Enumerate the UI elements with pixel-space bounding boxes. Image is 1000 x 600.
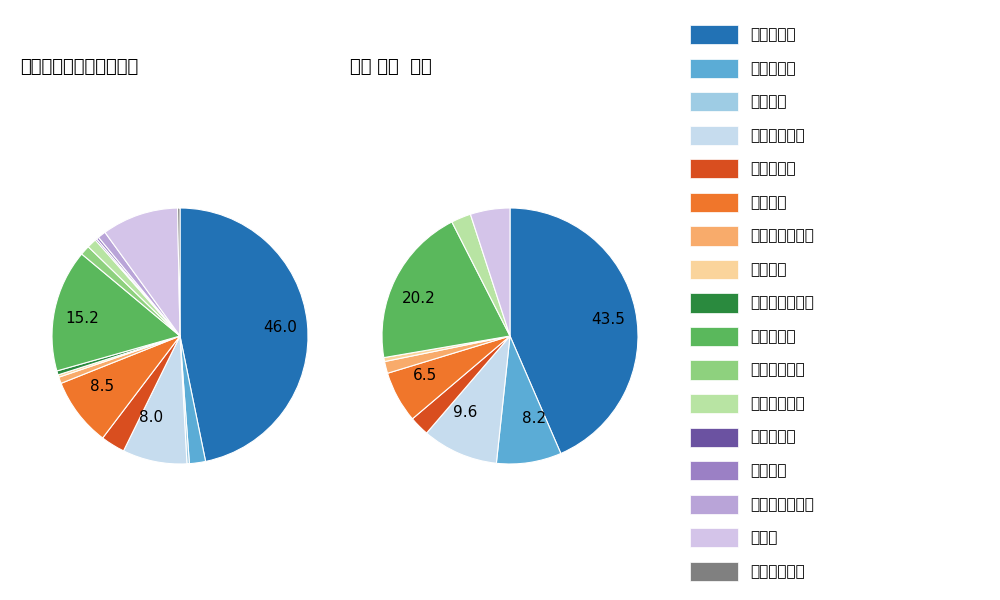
- Wedge shape: [103, 336, 180, 451]
- Wedge shape: [58, 336, 180, 377]
- FancyBboxPatch shape: [690, 461, 738, 480]
- Text: スプリット: スプリット: [750, 161, 796, 176]
- Wedge shape: [385, 336, 510, 373]
- FancyBboxPatch shape: [690, 361, 738, 380]
- Wedge shape: [98, 232, 180, 336]
- Text: 8.5: 8.5: [90, 379, 114, 394]
- Text: 20.2: 20.2: [402, 291, 436, 306]
- Wedge shape: [180, 336, 206, 464]
- FancyBboxPatch shape: [690, 193, 738, 212]
- Text: 縦スライダー: 縦スライダー: [750, 362, 805, 377]
- Wedge shape: [82, 247, 180, 336]
- Wedge shape: [470, 208, 510, 336]
- Text: ツーシーム: ツーシーム: [750, 61, 796, 76]
- Text: 15.2: 15.2: [65, 311, 99, 326]
- Wedge shape: [97, 238, 180, 336]
- FancyBboxPatch shape: [690, 394, 738, 413]
- Wedge shape: [105, 208, 180, 336]
- Wedge shape: [510, 208, 638, 454]
- Text: パ・リーグ全プレイヤー: パ・リーグ全プレイヤー: [20, 58, 138, 76]
- Wedge shape: [57, 336, 180, 375]
- FancyBboxPatch shape: [690, 59, 738, 78]
- Text: チェンジアップ: チェンジアップ: [750, 229, 814, 244]
- Text: スライダー: スライダー: [750, 329, 796, 344]
- FancyBboxPatch shape: [690, 159, 738, 178]
- Wedge shape: [88, 240, 180, 336]
- Text: 8.2: 8.2: [522, 411, 547, 426]
- FancyBboxPatch shape: [690, 260, 738, 279]
- Text: フォーク: フォーク: [750, 195, 787, 210]
- Wedge shape: [496, 336, 561, 464]
- FancyBboxPatch shape: [690, 494, 738, 514]
- Wedge shape: [384, 336, 510, 362]
- Text: 8.0: 8.0: [139, 410, 163, 425]
- Text: ナックルカーブ: ナックルカーブ: [750, 497, 814, 512]
- Wedge shape: [412, 336, 510, 433]
- Wedge shape: [124, 336, 187, 464]
- Text: 高速スライダー: 高速スライダー: [750, 295, 814, 311]
- Text: スローカーブ: スローカーブ: [750, 564, 805, 579]
- Text: スクリュー: スクリュー: [750, 430, 796, 445]
- FancyBboxPatch shape: [690, 92, 738, 112]
- Wedge shape: [427, 336, 510, 463]
- FancyBboxPatch shape: [690, 562, 738, 581]
- FancyBboxPatch shape: [690, 226, 738, 245]
- FancyBboxPatch shape: [690, 25, 738, 44]
- Wedge shape: [388, 336, 510, 419]
- FancyBboxPatch shape: [690, 126, 738, 145]
- Text: ストレート: ストレート: [750, 27, 796, 42]
- Wedge shape: [178, 208, 180, 336]
- Wedge shape: [95, 239, 180, 336]
- Text: シンカー: シンカー: [750, 262, 787, 277]
- Wedge shape: [59, 336, 180, 383]
- Text: 9.6: 9.6: [453, 405, 477, 420]
- Text: シュート: シュート: [750, 94, 787, 109]
- Wedge shape: [52, 254, 180, 371]
- Text: 今宮 健太  選手: 今宮 健太 選手: [350, 58, 432, 76]
- FancyBboxPatch shape: [690, 428, 738, 447]
- Wedge shape: [382, 222, 510, 358]
- FancyBboxPatch shape: [690, 327, 738, 346]
- Text: パワーカーブ: パワーカーブ: [750, 396, 805, 411]
- Wedge shape: [452, 214, 510, 336]
- Wedge shape: [180, 208, 308, 461]
- Wedge shape: [180, 336, 189, 464]
- Text: カットボール: カットボール: [750, 128, 805, 143]
- Text: 43.5: 43.5: [591, 311, 625, 326]
- FancyBboxPatch shape: [690, 528, 738, 547]
- Wedge shape: [61, 336, 180, 438]
- Text: 46.0: 46.0: [263, 320, 297, 335]
- Text: 6.5: 6.5: [413, 368, 437, 383]
- Text: カーブ: カーブ: [750, 530, 778, 545]
- Text: ナックル: ナックル: [750, 463, 787, 478]
- FancyBboxPatch shape: [690, 293, 738, 313]
